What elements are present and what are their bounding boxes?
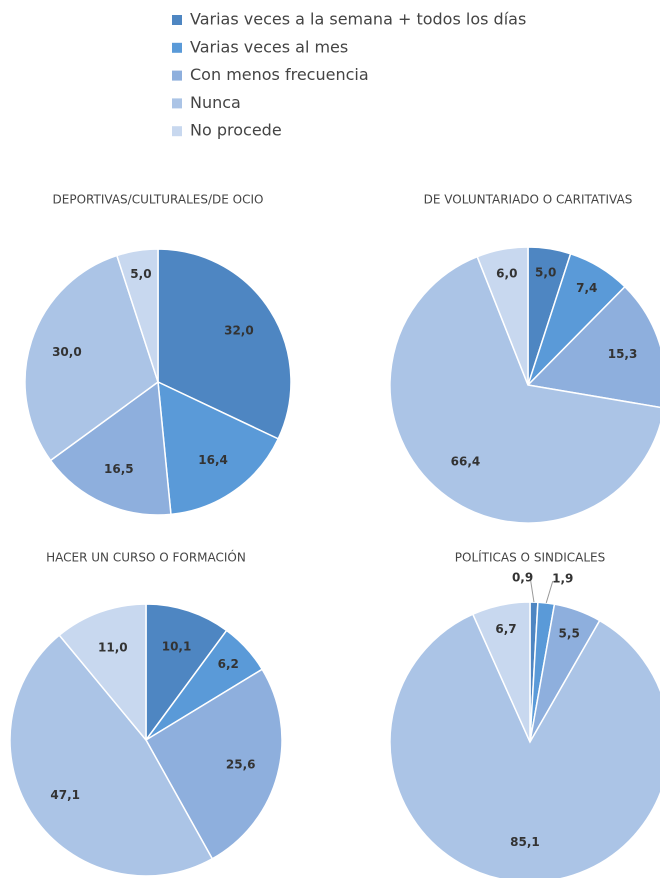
- data-label: 66,4: [451, 455, 481, 469]
- data-label: 5,5: [559, 627, 580, 641]
- pie-slice: [389, 255, 660, 524]
- data-label: 16,4: [198, 453, 228, 467]
- pie-slice: [9, 634, 214, 877]
- chart-title: POLÍTICAS O SINDICALES: [455, 550, 605, 565]
- legend-swatch: [172, 70, 182, 81]
- chart-title: DE VOLUNTARIADO O CARITATIVAS: [424, 193, 633, 207]
- data-label: 0,9: [512, 571, 533, 585]
- data-label: 47,1: [50, 788, 80, 802]
- pie-slice: [526, 285, 660, 409]
- data-label: 85,1: [510, 835, 540, 849]
- data-label: 5,0: [535, 266, 556, 280]
- chart-title: HACER UN CURSO O FORMACIÓN: [46, 550, 246, 565]
- data-label: 7,4: [576, 281, 597, 295]
- data-label: 6,2: [218, 657, 239, 671]
- leader-line: [530, 579, 535, 603]
- pie-slice: [157, 380, 280, 516]
- pie-slice: [49, 380, 172, 516]
- pie-slice: [389, 613, 660, 878]
- legend-swatch: [172, 15, 182, 25]
- data-label: 25,6: [226, 757, 256, 771]
- data-label: 6,0: [496, 266, 517, 280]
- data-label: 11,0: [98, 640, 128, 654]
- chart-title: DEPORTIVAS/CULTURALES/DE OCIO: [53, 193, 264, 207]
- data-label: 1,9: [552, 572, 573, 586]
- pie-slice: [157, 248, 292, 440]
- legend-swatch: [172, 126, 182, 137]
- pie-slice: [115, 248, 159, 383]
- pie-slice: [471, 601, 531, 743]
- data-label: 32,0: [224, 323, 254, 337]
- legend-label: Con menos frecuencia: [190, 65, 369, 84]
- legend-label: Varias veces al mes: [190, 37, 348, 56]
- data-label: 10,1: [162, 639, 192, 653]
- data-label: 5,0: [130, 267, 151, 281]
- data-label: 15,3: [608, 347, 638, 361]
- pie-slice: [144, 668, 283, 860]
- legend-label: No procede: [190, 121, 282, 140]
- legend-swatch: [172, 98, 182, 109]
- data-label: 16,5: [104, 462, 134, 476]
- legend-swatch: [172, 42, 182, 53]
- legend-label: Nunca: [190, 93, 241, 112]
- pie-slice: [24, 254, 159, 462]
- pie-slice: [476, 246, 529, 386]
- data-label: 30,0: [52, 345, 82, 359]
- pie-slice: [145, 603, 228, 743]
- legend-label: Varias veces a la semana + todos los día…: [190, 10, 526, 29]
- data-label: 6,7: [495, 622, 516, 636]
- pie-slice: [58, 603, 147, 743]
- leader-line: [545, 580, 554, 604]
